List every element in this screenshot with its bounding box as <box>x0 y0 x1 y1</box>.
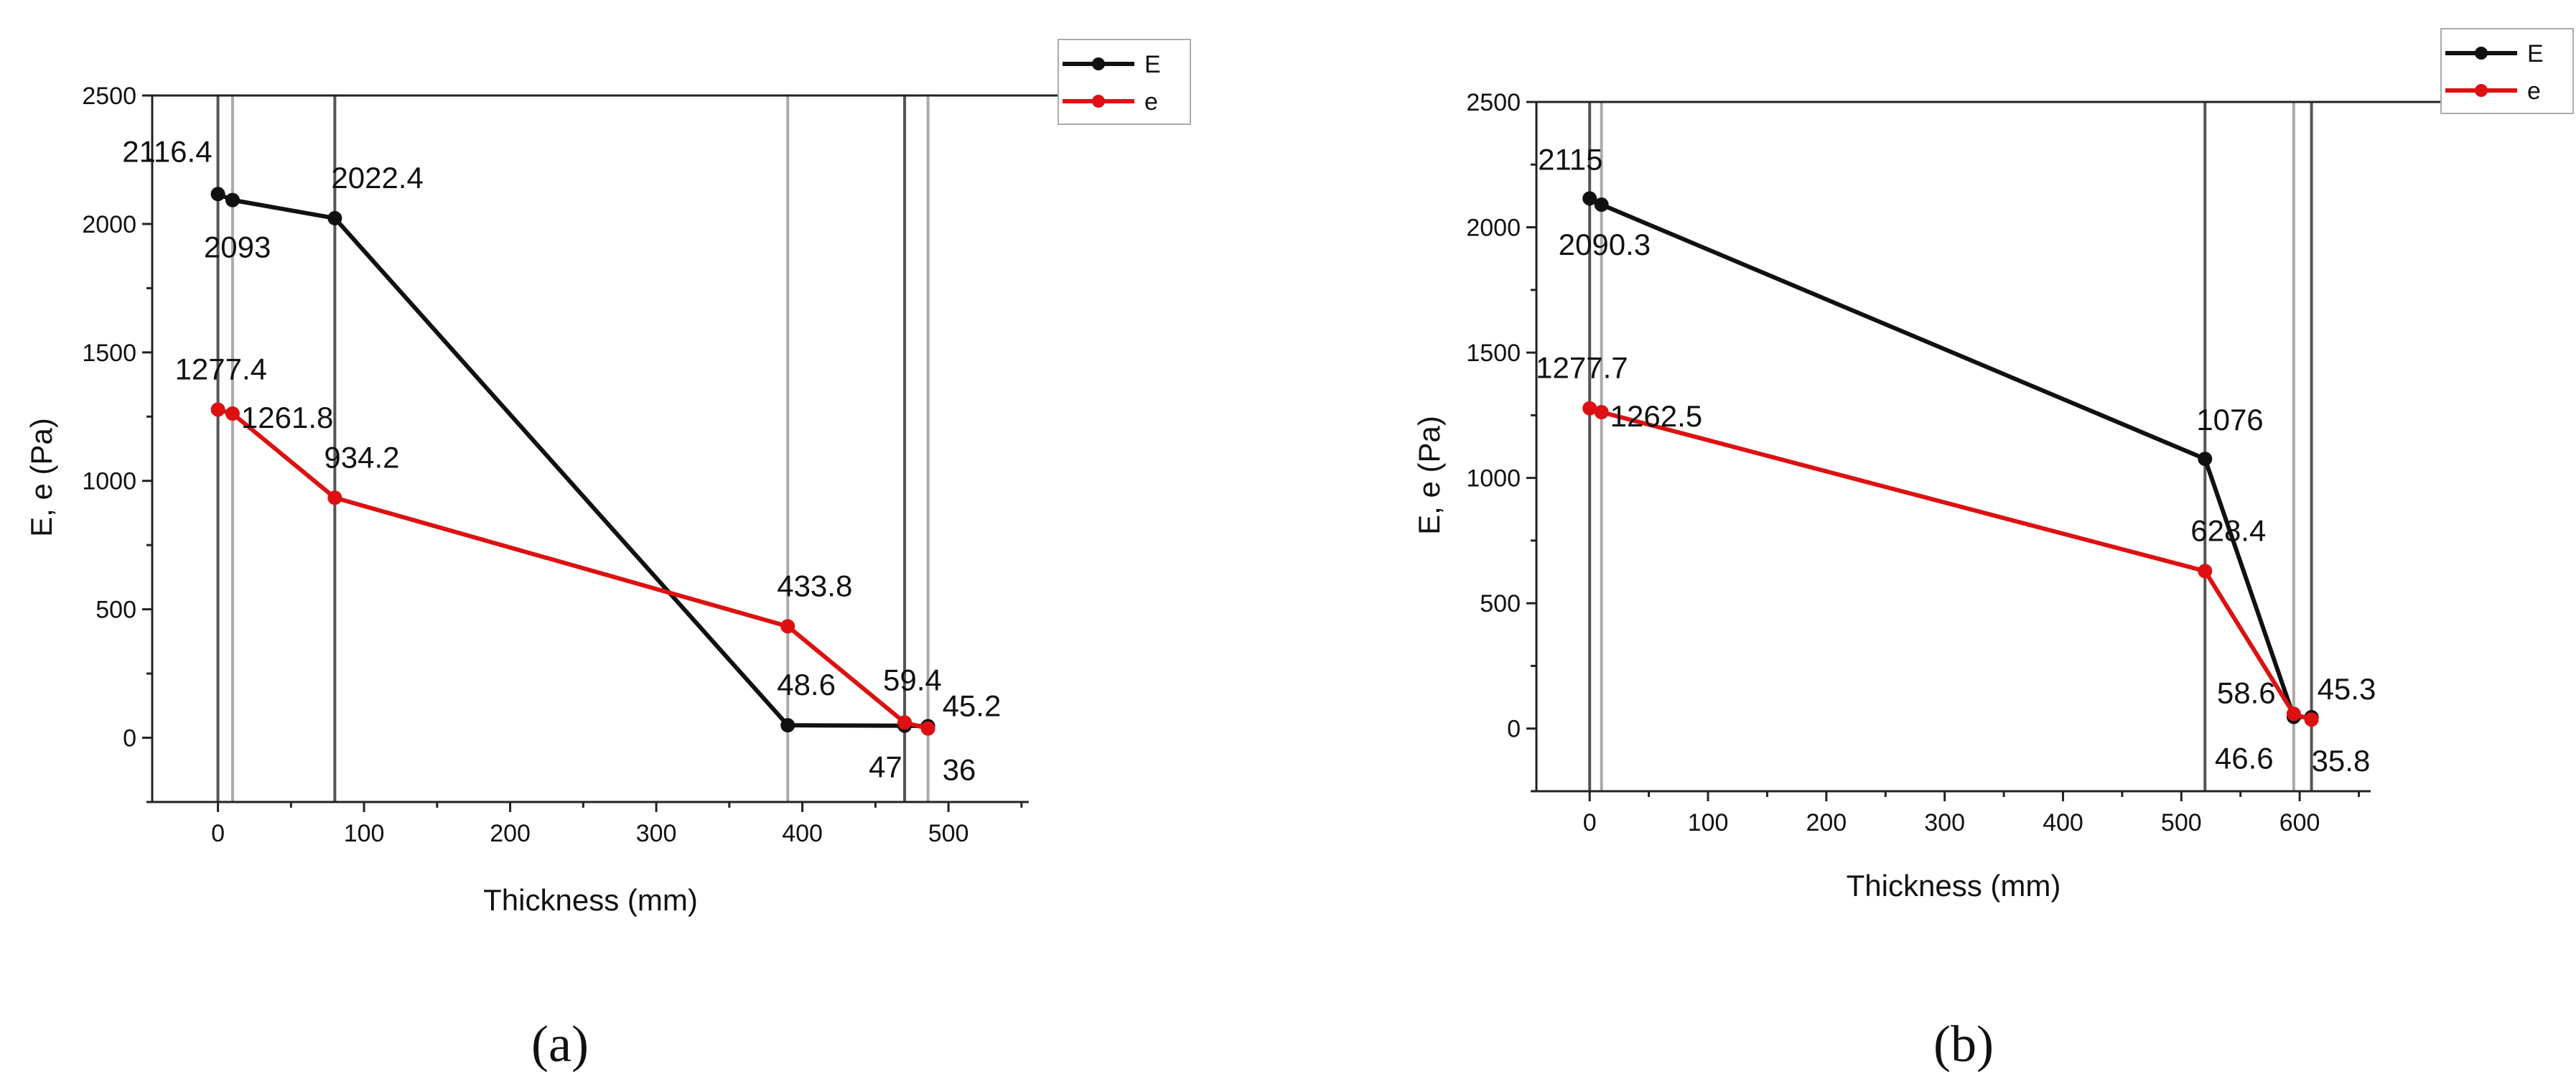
y-tick-label: 1500 <box>82 340 136 367</box>
data-point-e <box>327 490 342 505</box>
data-point-e <box>780 619 795 634</box>
y-tick-label: 500 <box>95 597 136 624</box>
legend-swatch-marker <box>1092 95 1105 108</box>
y-tick-label: 2500 <box>1466 89 1521 116</box>
legend-box <box>2440 28 2574 114</box>
x-tick-label: 100 <box>344 820 385 847</box>
legend-swatch-marker <box>2475 47 2488 60</box>
y-tick-label: 1000 <box>1466 465 1521 493</box>
data-label-E: 2093 <box>204 230 271 264</box>
chart-panel-b: 0 500 1000 1500 2000 2500 0 100 200 300 400 500 600 T… <box>1412 28 2574 1073</box>
legend-label: E <box>2527 40 2544 67</box>
data-label-e: 628.4 <box>2190 513 2266 547</box>
y-axis-title: E, e (Pa) <box>1412 416 1446 535</box>
y-tick-label: 1500 <box>1466 340 1521 367</box>
data-label-e: 1277.7 <box>1536 351 1628 385</box>
data-point-E <box>225 192 240 207</box>
data-label-E: 45.3 <box>2318 672 2376 706</box>
chart-panel-a: 0 500 1000 1500 2000 2500 0 100 200 300 400 500 Thic… <box>24 39 1191 1073</box>
data-label-e: 1262.5 <box>1610 399 1702 433</box>
data-label-e: 59.4 <box>883 663 942 696</box>
x-tick-label: 400 <box>2043 809 2083 836</box>
y-tick-label: 2500 <box>82 83 136 110</box>
y-tick-label: 0 <box>123 725 136 752</box>
y-tick-label: 2000 <box>1466 215 1521 242</box>
x-tick-label: 100 <box>1688 809 1729 836</box>
data-label-e: 1277.4 <box>175 352 267 386</box>
y-tick-label: 1000 <box>82 468 136 495</box>
y-tick-label: 0 <box>1507 716 1521 743</box>
legend-swatch-marker <box>2475 84 2488 97</box>
data-point-e <box>2198 564 2213 579</box>
x-tick-label: 600 <box>2279 809 2320 836</box>
x-tick-label: 300 <box>1924 809 1965 836</box>
data-label-e: 35.8 <box>2312 744 2371 778</box>
x-axis-title: Thickness (mm) <box>1847 869 2061 903</box>
legend-label: E <box>1144 51 1161 78</box>
x-tick-label: 200 <box>490 820 531 847</box>
legend-box <box>1058 39 1191 125</box>
y-tick-label: 500 <box>1480 590 1521 617</box>
x-tick-label: 500 <box>2161 809 2202 836</box>
data-label-e: 934.2 <box>324 440 399 474</box>
data-point-e <box>210 402 225 417</box>
panel-caption: (a) <box>531 1015 589 1073</box>
x-tick-label: 0 <box>211 820 225 847</box>
data-point-E <box>210 187 225 202</box>
x-tick-label: 400 <box>782 820 823 847</box>
y-tick-label: 2000 <box>82 211 136 238</box>
x-tick-label: 200 <box>1806 809 1847 836</box>
data-point-e <box>2286 706 2301 722</box>
legend-label: e <box>1144 88 1158 116</box>
data-point-E <box>327 210 342 225</box>
data-point-e <box>1582 401 1597 416</box>
legend-label: e <box>2527 78 2541 105</box>
data-point-E <box>1594 197 1609 213</box>
data-label-E: 2115 <box>1538 142 1602 176</box>
data-label-E: 45.2 <box>943 689 1002 722</box>
data-point-e <box>920 721 935 736</box>
data-label-e: 58.6 <box>2217 676 2276 709</box>
x-tick-label: 500 <box>928 820 969 847</box>
data-label-E: 1076 <box>2196 403 2263 437</box>
data-label-e: 36 <box>943 753 976 787</box>
data-label-E: 46.6 <box>2215 741 2274 775</box>
x-tick-label: 0 <box>1583 809 1597 836</box>
x-axis-title: Thickness (mm) <box>483 883 698 917</box>
data-point-e <box>897 715 913 730</box>
data-point-e <box>225 406 240 421</box>
data-label-E: 2090.3 <box>1559 228 1651 261</box>
data-label-E: 47 <box>869 750 902 784</box>
data-label-E: 48.6 <box>777 668 836 701</box>
data-point-E <box>1582 191 1597 206</box>
x-tick-label: 300 <box>636 820 677 847</box>
legend-swatch-marker <box>1092 57 1105 70</box>
data-point-E <box>780 718 795 733</box>
data-label-e: 1261.8 <box>241 401 333 434</box>
panel-caption: (b) <box>1933 1015 1994 1073</box>
y-axis-title: E, e (Pa) <box>24 418 58 537</box>
data-label-e: 433.8 <box>777 569 852 602</box>
data-point-e <box>1594 405 1609 419</box>
data-point-e <box>2304 712 2319 727</box>
data-point-E <box>2198 452 2213 467</box>
data-label-E: 2116.4 <box>122 134 212 168</box>
data-label-E: 2022.4 <box>331 161 423 195</box>
